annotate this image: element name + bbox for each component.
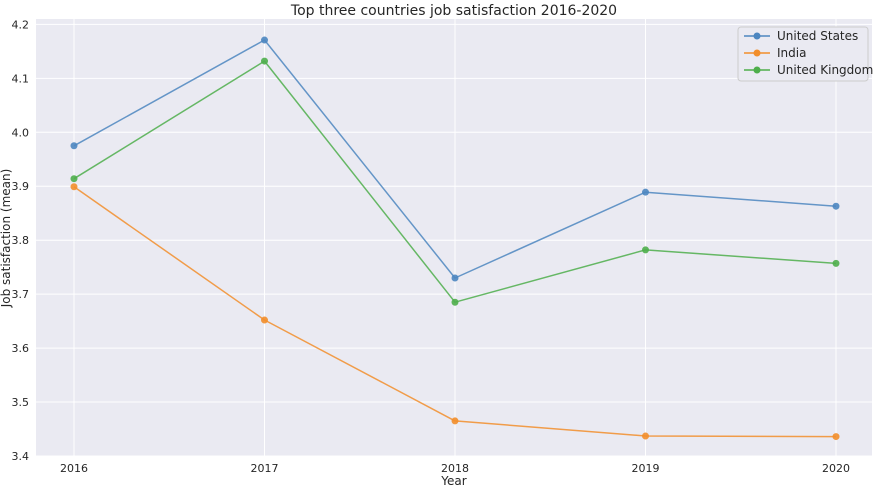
legend-label-united-kingdom: United Kingdom (777, 63, 873, 77)
tick-labels: 3.4 3.5 3.6 3.7 3.8 3.9 4.0 4.1 4.2 2016 2017 2018 2… (12, 18, 851, 475)
data-point-united-kingdom (642, 246, 649, 254)
x-tick-label: 2019 (632, 462, 660, 475)
chart-title: Top three countries job satisfaction 201… (290, 3, 617, 19)
y-axis-title: Job satisfaction (mean) (0, 169, 13, 309)
series-group (70, 36, 840, 441)
legend-label-india: India (777, 46, 806, 60)
x-axis-title: Year (440, 474, 466, 488)
y-tick-label: 3.6 (12, 342, 30, 355)
data-point-india (451, 417, 459, 425)
legend: United States India United Kingdom (737, 26, 873, 82)
x-tick-label: 2020 (822, 462, 850, 475)
data-point-united-states (261, 36, 268, 44)
data-point-united-kingdom (832, 259, 840, 267)
data-point-united-states (832, 202, 840, 210)
legend-label-united-states: United States (777, 29, 858, 43)
plot-background (36, 19, 872, 456)
x-tick-label: 2016 (60, 462, 88, 475)
data-point-india (70, 183, 78, 191)
legend-entry-india: India (744, 46, 806, 60)
legend-marker-united-kingdom (753, 66, 761, 74)
data-point-india (261, 316, 268, 324)
legend-marker-united-states (753, 32, 761, 40)
data-point-united-kingdom (261, 57, 268, 65)
y-tick-label: 3.7 (12, 288, 30, 301)
legend-box (737, 26, 869, 82)
series-india (70, 183, 840, 441)
series-united-kingdom (70, 57, 840, 306)
y-tick-label: 3.5 (12, 396, 30, 409)
data-point-united-states (70, 142, 78, 150)
y-tick-label: 4.2 (12, 18, 30, 31)
x-tick-label: 2018 (441, 462, 469, 475)
data-point-united-states (451, 274, 459, 282)
y-tick-label: 3.8 (12, 234, 30, 247)
data-point-united-states (642, 188, 649, 196)
y-tick-label: 4.1 (12, 72, 30, 85)
legend-entry-united-states: United States (744, 29, 858, 43)
series-united-states (70, 36, 840, 282)
grid-lines (36, 19, 872, 457)
data-point-india (832, 433, 840, 441)
data-point-india (642, 432, 649, 440)
legend-entry-united-kingdom: United Kingdom (744, 63, 873, 77)
y-tick-label: 3.4 (12, 450, 30, 463)
x-tick-label: 2017 (251, 462, 279, 475)
data-point-united-kingdom (70, 175, 78, 183)
data-point-united-kingdom (451, 298, 459, 306)
y-tick-label: 3.9 (12, 180, 30, 193)
y-tick-label: 4.0 (12, 126, 30, 139)
legend-marker-india (753, 49, 761, 57)
